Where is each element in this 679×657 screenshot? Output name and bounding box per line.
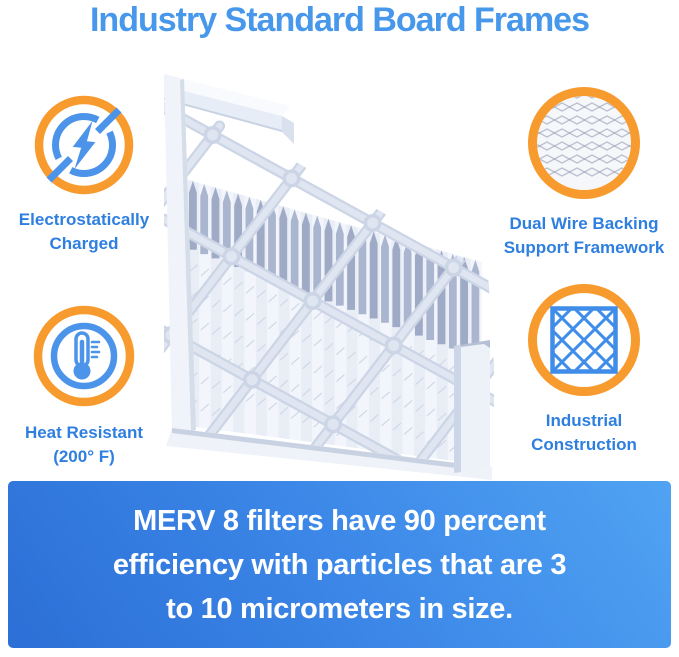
feature-label: Dual Wire Backing Support Framework	[504, 212, 665, 260]
feature-label-line: Industrial	[545, 411, 623, 430]
feature-label-line: Support Framework	[503, 238, 665, 257]
feature-label: Heat Resistant (200° F)	[25, 421, 143, 469]
feature-heat-resistant: Heat Resistant (200° F)	[0, 303, 168, 469]
feature-label-line: Heat Resistant	[24, 423, 144, 442]
banner-text-line: to 10 micrometers in size.	[166, 592, 513, 625]
feature-label: Electrostatically Charged	[19, 208, 149, 256]
banner-text-line: MERV 8 filters have 90 percent	[133, 504, 546, 537]
banner-text-line: efficiency with particles that are 3	[112, 548, 567, 581]
feature-label: Industrial Construction	[531, 409, 637, 457]
feature-label-line: Dual Wire Backing	[509, 214, 659, 233]
wire-mesh-photo-icon	[527, 86, 641, 200]
lightning-bolt-icon	[33, 94, 135, 196]
lattice-grid-icon	[527, 283, 641, 397]
feature-label-line: Electrostatically	[18, 210, 150, 229]
feature-dual-wire-backing: Dual Wire Backing Support Framework	[484, 86, 679, 260]
merv-banner: MERV 8 filters have 90 percent efficienc…	[8, 481, 671, 648]
feature-label-line: Construction	[531, 435, 637, 454]
feature-label-line: (200° F)	[53, 447, 115, 466]
feature-label-line: Charged	[49, 234, 119, 253]
air-filter-product-photo	[158, 66, 506, 482]
feature-electrostatically-charged: Electrostatically Charged	[0, 94, 168, 256]
feature-industrial-construction: Industrial Construction	[484, 283, 679, 457]
thermometer-icon	[31, 303, 137, 409]
page-title: Industry Standard Board Frames	[89, 1, 590, 39]
